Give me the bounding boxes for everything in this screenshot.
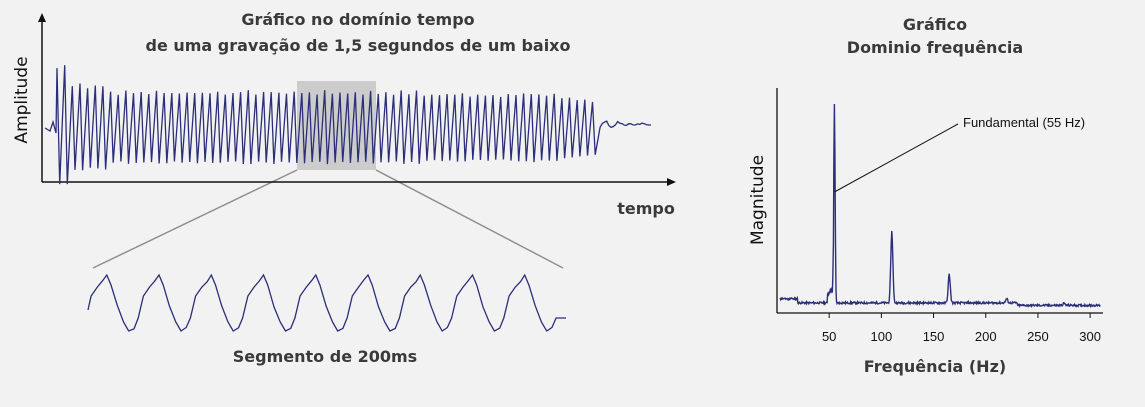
time-x-axis-arrow-icon xyxy=(667,178,676,186)
inset-segment-waveform xyxy=(87,273,566,332)
freq-x-tick-label: 300 xyxy=(1079,329,1101,344)
time-y-axis-arrow-icon xyxy=(38,13,46,22)
frequency-spectrum-line xyxy=(779,103,1101,309)
freq-x-tick-label: 150 xyxy=(923,329,945,344)
freq-x-tick-label: 200 xyxy=(975,329,997,344)
time-chart-title-line-2: de uma gravação de 1,5 segundos de um ba… xyxy=(145,36,570,55)
inset-segment-label: Segmento de 200ms xyxy=(233,347,417,366)
fundamental-annotation-line xyxy=(834,123,959,193)
freq-x-ticks: 50 100 150 200 250 300 xyxy=(822,313,1101,344)
freq-chart-title-line-1: Gráfico xyxy=(903,15,967,34)
fundamental-annotation-label: Fundamental (55 Hz) xyxy=(963,115,1085,130)
zoom-connector-right xyxy=(375,169,564,269)
time-y-axis-label: Amplitude xyxy=(12,56,32,143)
freq-x-tick-label: 250 xyxy=(1027,329,1049,344)
zoom-connector-left xyxy=(92,169,298,269)
time-domain-waveform xyxy=(44,65,651,185)
freq-x-tick-label: 50 xyxy=(822,329,836,344)
freq-x-tick-label: 100 xyxy=(871,329,893,344)
time-chart-title-line-1: Gráfico no domínio tempo xyxy=(241,10,474,29)
freq-x-axis-label: Frequência (Hz) xyxy=(864,357,1006,376)
time-x-axis-label: tempo xyxy=(617,199,675,218)
freq-chart-title-line-2: Dominio frequência xyxy=(847,38,1023,57)
freq-y-axis-label: Magnitude xyxy=(748,155,768,245)
